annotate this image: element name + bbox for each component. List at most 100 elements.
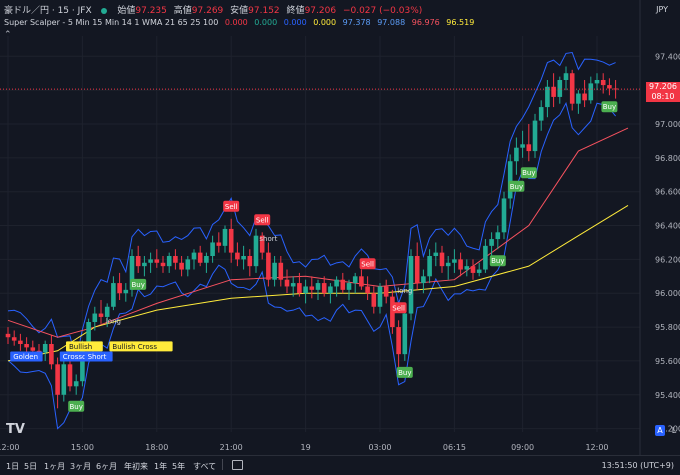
signal-box <box>390 302 407 314</box>
buy-signal: Buy <box>520 167 537 179</box>
indicator-line[interactable]: Super Scalper - 5 Min 15 Min 14 1 WMA 21… <box>4 18 474 27</box>
indicator-value-6: 97.088 <box>377 18 406 27</box>
signal-label: Sell <box>225 203 238 211</box>
candle-body <box>551 86 556 97</box>
candle-body <box>185 259 191 270</box>
candle-body <box>557 80 563 97</box>
y-tick-label: 96.400 <box>655 222 680 231</box>
candle-body <box>104 306 110 317</box>
auto-scale-button[interactable]: A <box>655 425 665 436</box>
candle-body <box>458 259 463 270</box>
candle-body <box>278 262 284 280</box>
range-3m[interactable]: 3ヶ月 <box>70 462 92 471</box>
x-tick-label: 09:00 <box>511 443 534 452</box>
range-5d[interactable]: 5日 <box>24 462 38 471</box>
candle-body <box>247 256 253 267</box>
candle-body <box>18 340 23 344</box>
y-tick-label: 96.000 <box>655 289 680 298</box>
signal-label: Sell <box>256 216 269 224</box>
x-tick-label: 03:00 <box>368 443 391 452</box>
badge-box <box>84 351 113 362</box>
sell-signal: Sell <box>359 258 376 270</box>
x-tick-label: 21:00 <box>220 443 243 452</box>
indicator-value-1: 0.000 <box>224 18 248 27</box>
price-chart[interactable]: 97.40097.20097.00096.80096.60096.40096.2… <box>0 0 680 455</box>
candle-body <box>55 364 60 395</box>
candle-body <box>365 286 370 294</box>
y-tick-label: 97.000 <box>655 120 680 129</box>
last-price-tag: 97.206 08:10 <box>646 82 680 102</box>
candle-body <box>111 283 116 307</box>
candle-body <box>303 286 308 294</box>
signal-label: Buy <box>398 369 411 377</box>
x-tick-label: 18:00 <box>145 443 168 452</box>
candle-body <box>402 313 408 355</box>
candle-body <box>514 147 519 162</box>
range-1m[interactable]: 1ヶ月 <box>44 462 66 471</box>
x-tick-label: 12:00 <box>0 443 20 452</box>
last-price: 97.206 <box>649 82 677 91</box>
y-tick-label: 95.400 <box>655 391 680 400</box>
candle-body <box>607 85 612 89</box>
candle-body <box>507 161 513 199</box>
candle-body <box>538 107 544 121</box>
range-ytd[interactable]: 年初来 <box>124 462 148 471</box>
candle-body <box>61 364 67 395</box>
open-value: 97.235 <box>135 6 167 16</box>
candle-body <box>49 344 54 365</box>
low-label: 安値 <box>230 6 249 16</box>
candle-body <box>191 252 197 260</box>
candle-body <box>452 259 457 263</box>
candle-body <box>445 262 451 267</box>
candle-body <box>520 144 525 148</box>
range-5y[interactable]: 5年 <box>172 462 186 471</box>
signal-label: Buy <box>522 169 535 177</box>
candle-body <box>67 364 73 387</box>
currency-label[interactable]: JPY <box>656 5 668 14</box>
clock-timezone[interactable]: 13:51:50 (UTC+9) <box>601 461 674 470</box>
lower-band-line <box>7 101 616 430</box>
calendar-icon[interactable] <box>232 460 243 470</box>
range-6m[interactable]: 6ヶ月 <box>96 462 118 471</box>
sell-signal: Sell <box>254 214 271 226</box>
candle-body <box>483 245 488 270</box>
signal-box <box>601 101 618 113</box>
candle-body <box>439 252 445 267</box>
tradingview-logo[interactable]: TV <box>6 422 25 437</box>
signal-box <box>254 214 271 226</box>
x-tick-label: 12:00 <box>585 443 608 452</box>
candle-body <box>222 228 228 246</box>
x-tick-label: 15:00 <box>71 443 94 452</box>
buy-signal: Buy <box>508 180 525 192</box>
range-1y[interactable]: 1年 <box>154 462 168 471</box>
candle-body <box>600 80 606 86</box>
signal-box <box>396 366 413 378</box>
signal-box <box>68 400 85 412</box>
cross-badge: Bullish <box>66 341 103 352</box>
range-1d[interactable]: 1日 <box>6 462 20 471</box>
candle-body <box>489 239 494 246</box>
candle-body <box>98 313 104 317</box>
cross-badge: Golden <box>10 351 43 362</box>
range-all[interactable]: すべて <box>193 462 217 471</box>
candle-body <box>340 279 346 290</box>
candle-body <box>173 256 178 263</box>
upper-band-line <box>7 51 616 361</box>
symbol-title[interactable]: 豪ドル／円 · 15 · JFX <box>4 6 92 16</box>
buy-signal: Buy <box>68 400 85 412</box>
y-tick-label: 96.200 <box>655 255 680 264</box>
candle-body <box>315 283 321 290</box>
candle-body <box>197 252 203 263</box>
collapse-legend-icon[interactable]: ⌃ <box>4 30 12 40</box>
candle-body <box>5 333 11 338</box>
candle-body <box>414 256 420 284</box>
buy-signal: Buy <box>396 366 413 378</box>
indicator-name[interactable]: Super Scalper - 5 Min 15 Min 14 1 WMA 21… <box>4 18 219 27</box>
candle-body <box>135 256 141 267</box>
log-scale-button[interactable]: L <box>671 426 677 435</box>
signal-label: Sell <box>361 260 374 268</box>
candle-body <box>266 252 271 280</box>
indicator-value-7: 96.976 <box>411 18 440 27</box>
indicator-value-3: 0.000 <box>283 18 307 27</box>
candle-body <box>235 252 240 260</box>
